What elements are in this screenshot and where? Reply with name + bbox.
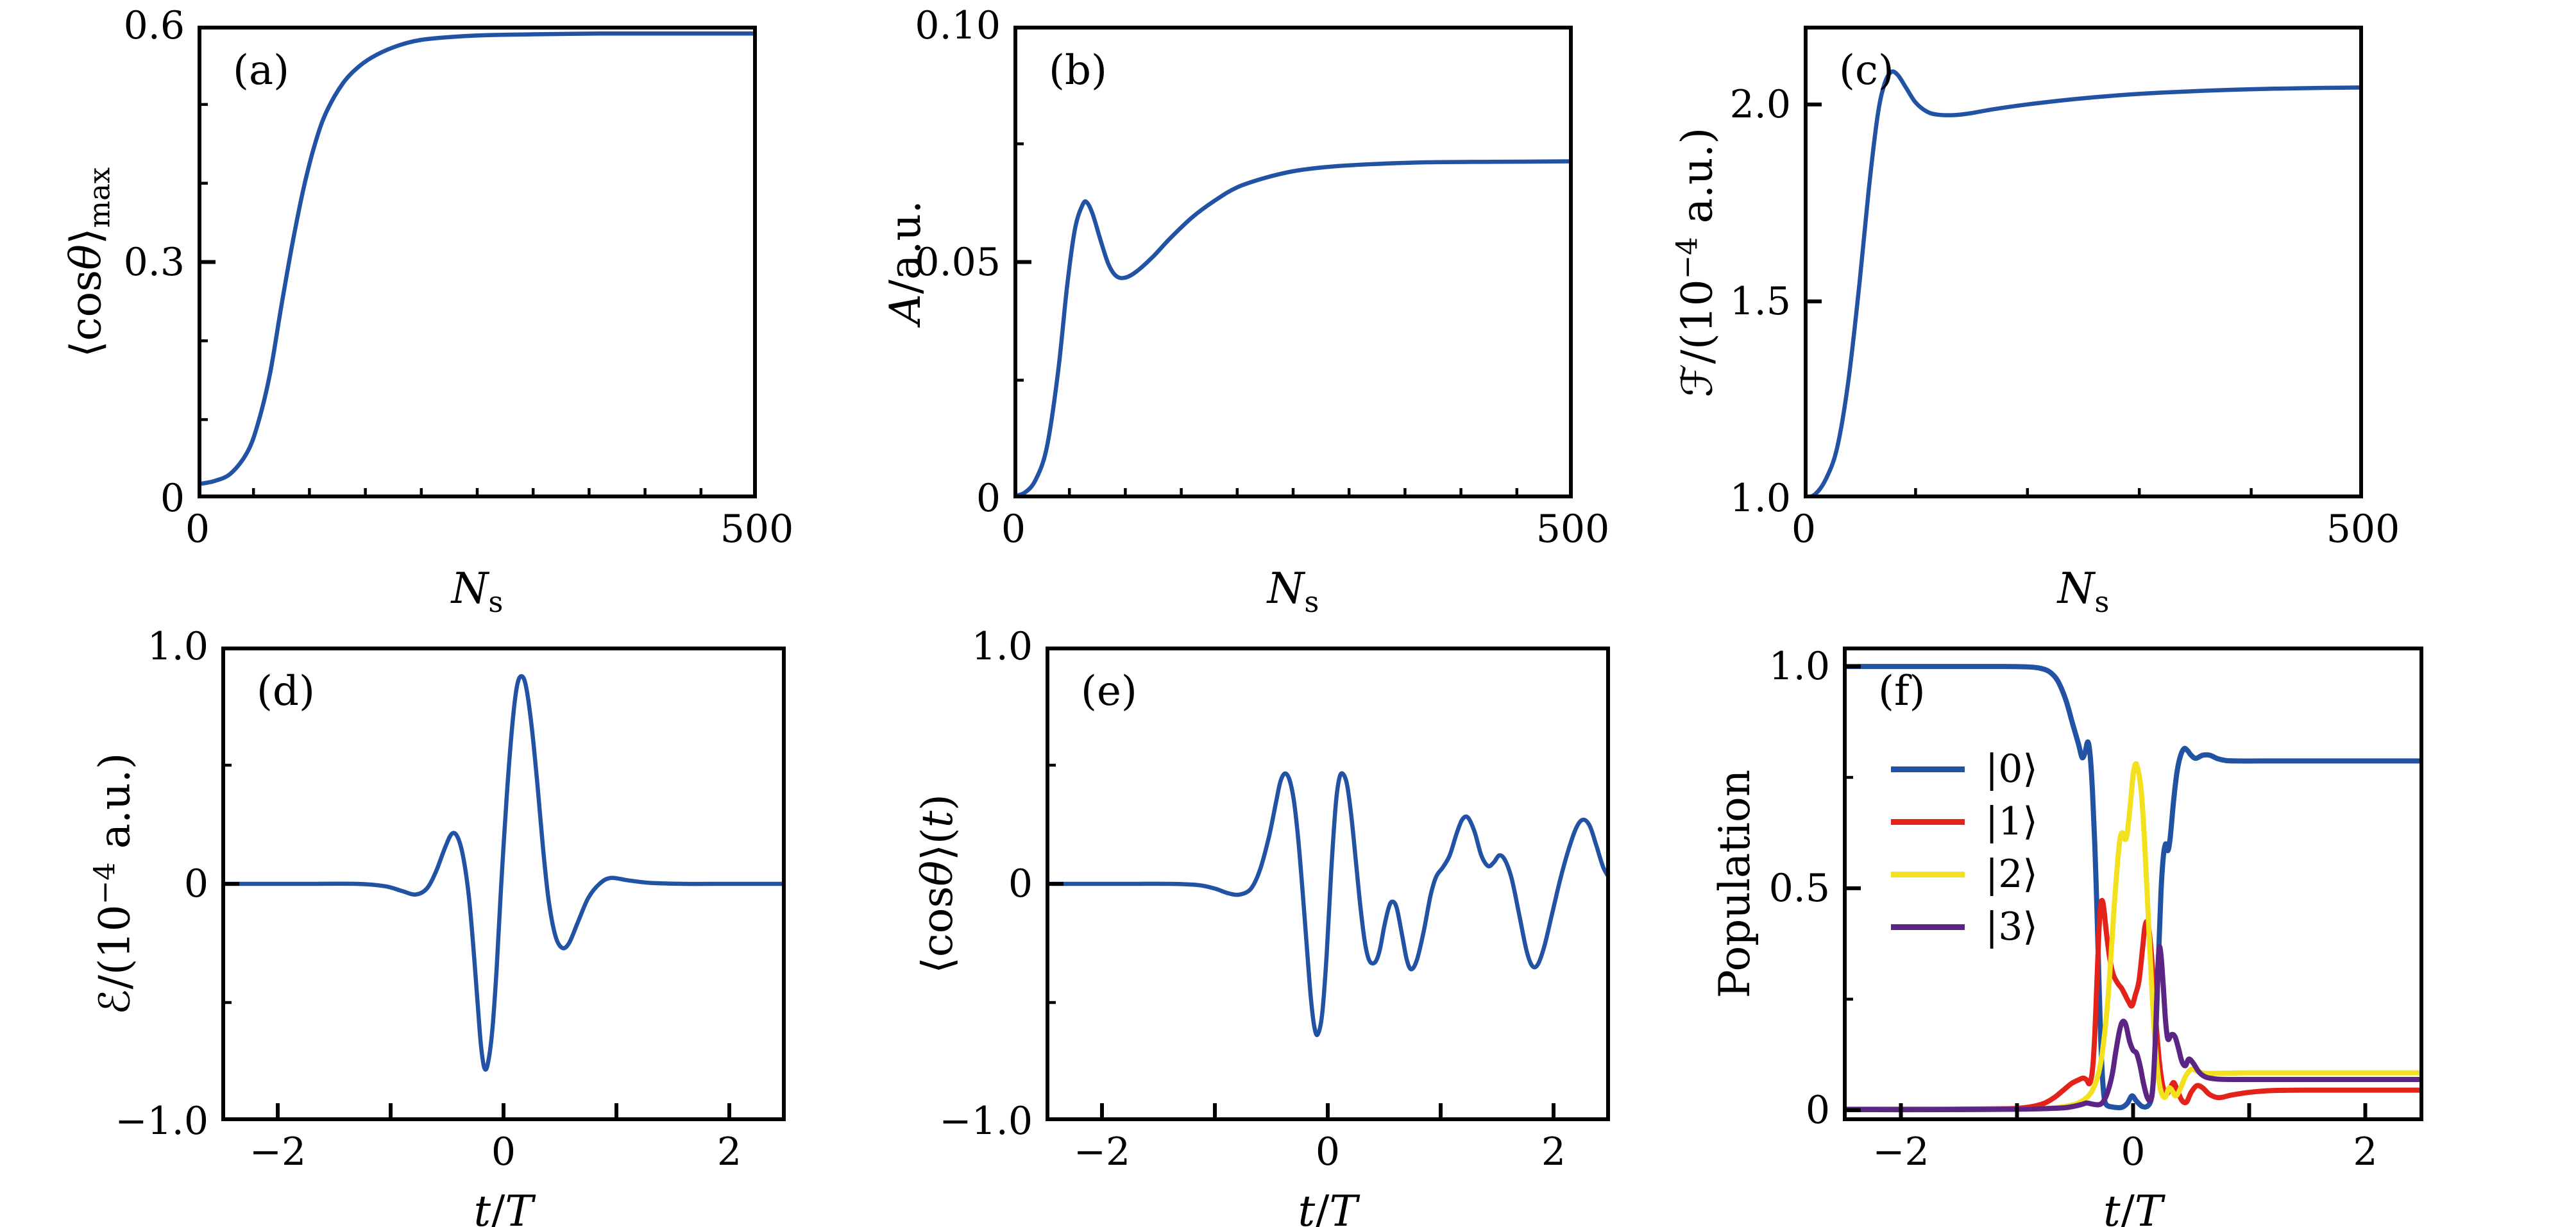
- panel-a-y-axis-label: ⟨cosθ⟩max: [61, 167, 117, 357]
- legend-line-state-3: [1891, 924, 1965, 930]
- panel-a-x-axis-label: Ns: [451, 564, 504, 620]
- panel-c-ytick-label: 1.0: [1729, 476, 1791, 521]
- panel-a-letter: (a): [233, 47, 290, 94]
- panel-f-xtick-label: 2: [2353, 1130, 2378, 1174]
- panel-d-y-axis-label: ℰ/(10−4 a.u.): [87, 752, 140, 1015]
- legend-label-state-1: |1⟩: [1985, 799, 2038, 844]
- panel-d-letter: (d): [257, 668, 315, 715]
- panel-c-ytick-label: 2.0: [1729, 81, 1791, 127]
- legend-line-state-1: [1891, 818, 1965, 825]
- panel-c-frame: [1804, 26, 2363, 498]
- panel-d-xtick-label: 0: [491, 1130, 516, 1174]
- panel-c-xtick-label: 0: [1791, 507, 1817, 552]
- panel-a-ytick-label: 0: [160, 476, 185, 521]
- panel-c-plot: [1804, 26, 2363, 498]
- panel-f-y-axis-label: Population: [1710, 769, 1759, 999]
- panel-c-curves: [1804, 69, 2363, 498]
- panel-a-ticks: [198, 26, 757, 498]
- panel-f-legend: |0⟩ |1⟩ |2⟩ |3⟩: [1891, 743, 2038, 953]
- panel-c-letter: (c): [1839, 47, 1894, 94]
- panel-e-frame: [1046, 647, 1610, 1121]
- panel-a-ytick-label: 0.3: [123, 239, 185, 285]
- panel-d-xtick-label: 2: [716, 1130, 742, 1174]
- panel-a-xtick-label: 0: [185, 507, 210, 552]
- panel-c-ticks: [1804, 102, 2363, 498]
- panel-d-curves: [221, 674, 786, 1072]
- panel-d-frame: [221, 647, 786, 1121]
- panel-c-xtick-label: 500: [2326, 507, 2400, 552]
- panel-d-ytick-label: 0: [183, 861, 208, 906]
- panel-f-xtick-label: −2: [1872, 1130, 1929, 1174]
- panel-a-xtick-label: 500: [720, 507, 794, 552]
- panel-a-ytick-label: 0.6: [123, 3, 185, 48]
- curve-population-state-1: [1843, 897, 2423, 1112]
- curve-cos-max: [198, 31, 757, 487]
- panel-e-xtick-label: 0: [1315, 1130, 1341, 1174]
- panel-e-x-axis-label: t/T: [1298, 1187, 1358, 1227]
- panel-e-ytick-label: 0: [1008, 861, 1033, 906]
- panel-e-plot: [1046, 647, 1610, 1121]
- panel-f-x-axis-label: t/T: [2103, 1187, 2163, 1227]
- legend-item-state-1: |1⟩: [1891, 795, 2038, 848]
- panel-b-ytick-label: 0: [976, 476, 1001, 521]
- panel-a-plot: [198, 26, 757, 498]
- panel-d-x-axis-label: t/T: [473, 1187, 534, 1227]
- panel-d-xtick-label: −2: [249, 1130, 307, 1174]
- panel-e-xtick-label: 2: [1541, 1130, 1566, 1174]
- panel-a-frame: [198, 26, 757, 498]
- panel-b-ytick-label: 0.10: [915, 3, 1001, 48]
- panel-b-ytick-label: 0.05: [915, 239, 1001, 285]
- panel-e-xtick-label: −2: [1073, 1130, 1131, 1174]
- panel-f-plot: [1843, 647, 2423, 1121]
- legend-line-state-2: [1891, 871, 1965, 877]
- legend-label-state-2: |2⟩: [1985, 852, 2038, 897]
- panel-b-y-axis-label: A/a.u.: [881, 199, 930, 325]
- panel-c-y-axis-label: ℱ/(10−4 a.u.): [1670, 127, 1722, 397]
- curve-alignment-trace: [1046, 771, 1610, 1037]
- legend-item-state-0: |0⟩: [1891, 743, 2038, 795]
- panel-f-curves: [1843, 664, 2423, 1113]
- panel-e-curves: [1046, 771, 1610, 1037]
- panel-e-letter: (e): [1081, 668, 1137, 715]
- legend-label-state-3: |3⟩: [1985, 904, 2038, 949]
- panel-d-plot: [221, 647, 786, 1121]
- panel-b-x-axis-label: Ns: [1267, 564, 1319, 620]
- panel-e-ytick-label: −1.0: [939, 1099, 1033, 1144]
- curve-population-state-0: [1843, 664, 2423, 1110]
- panel-b-curves: [1013, 159, 1573, 498]
- panel-f-frame: [1843, 647, 2423, 1121]
- panel-c-x-axis-label: Ns: [2057, 564, 2110, 620]
- panel-b-xtick-label: 500: [1536, 507, 1610, 552]
- curve-population-state-3: [1843, 944, 2423, 1113]
- panel-a-curves: [198, 31, 757, 487]
- panel-b-ticks: [1013, 26, 1573, 498]
- legend-item-state-2: |2⟩: [1891, 848, 2038, 901]
- panel-f-letter: (f): [1878, 668, 1926, 715]
- panel-d-ytick-label: 1.0: [147, 624, 208, 669]
- panel-c-ytick-label: 1.5: [1729, 278, 1791, 324]
- legend-label-state-0: |0⟩: [1985, 747, 2038, 791]
- legend-item-state-3: |3⟩: [1891, 901, 2038, 953]
- panel-b-letter: (b): [1049, 47, 1107, 94]
- curve-degree-of-orientation: [1013, 159, 1573, 498]
- panel-e-y-axis-label: ⟨cosθ⟩(t): [913, 794, 962, 974]
- panel-f-ytick-label: 0.5: [1768, 865, 1830, 911]
- panel-b-xtick-label: 0: [1001, 507, 1026, 552]
- curve-electric-field: [221, 674, 786, 1072]
- panel-e-ytick-label: 1.0: [971, 624, 1033, 669]
- panel-f-ytick-label: 1.0: [1768, 644, 1830, 690]
- panel-b-frame: [1013, 26, 1573, 498]
- legend-line-state-0: [1891, 766, 1965, 772]
- curve-population-state-2: [1843, 761, 2423, 1113]
- panel-f-xtick-label: 0: [2121, 1130, 2146, 1174]
- curve-fluence: [1804, 69, 2363, 498]
- panel-b-plot: [1013, 26, 1573, 498]
- panel-d-ytick-label: −1.0: [115, 1099, 208, 1144]
- panel-f-ytick-label: 0: [1805, 1087, 1830, 1133]
